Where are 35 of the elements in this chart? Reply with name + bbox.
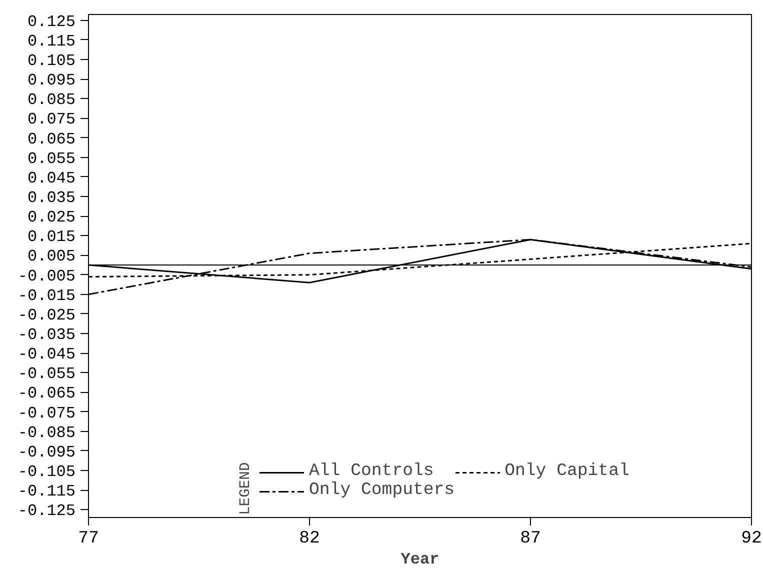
legend-label: All Controls xyxy=(309,462,434,482)
x-tick-label: 82 xyxy=(299,530,320,548)
y-tick-label: -0.025 xyxy=(18,306,76,324)
y-tick-label: -0.055 xyxy=(18,365,76,384)
y-tick-label: -0.075 xyxy=(18,404,76,422)
y-tick-label: -0.015 xyxy=(18,286,76,305)
legend-label: Only Computers xyxy=(309,481,455,500)
y-tick-label: 0.015 xyxy=(27,228,76,246)
y-tick-label: 0.125 xyxy=(27,12,76,31)
legend-title: LEGEND xyxy=(238,462,254,515)
y-tick-label: -0.095 xyxy=(18,443,76,462)
y-tick-label: 0.075 xyxy=(27,110,76,129)
y-tick-label: 0.115 xyxy=(27,32,76,50)
y-tick-label: 0.035 xyxy=(27,189,76,208)
x-tick-label: 77 xyxy=(78,530,99,548)
y-tick-label: -0.105 xyxy=(18,463,76,482)
legend-label: Only Capital xyxy=(504,462,630,482)
y-tick-label: 0.045 xyxy=(27,169,76,188)
y-tick-label: -0.125 xyxy=(18,502,76,520)
y-tick-label: -0.005 xyxy=(18,267,76,286)
y-tick-label: -0.035 xyxy=(18,326,76,344)
y-tick-label: 0.085 xyxy=(27,91,76,110)
y-tick-label: -0.045 xyxy=(18,346,76,364)
y-tick-label: -0.115 xyxy=(18,482,76,501)
y-tick-label: 0.005 xyxy=(27,248,76,266)
y-tick-label: 0.065 xyxy=(27,130,76,148)
x-tick-label: 87 xyxy=(520,530,541,548)
y-tick-label: 0.055 xyxy=(27,150,76,168)
x-axis-title: Year xyxy=(400,550,440,568)
y-tick-label: 0.095 xyxy=(27,72,76,90)
y-tick-label: 0.105 xyxy=(27,52,76,70)
x-tick-label: 92 xyxy=(741,530,762,548)
y-tick-label: -0.065 xyxy=(18,384,76,403)
y-tick-label: 0.025 xyxy=(27,208,76,227)
y-tick-label: -0.085 xyxy=(18,424,76,442)
